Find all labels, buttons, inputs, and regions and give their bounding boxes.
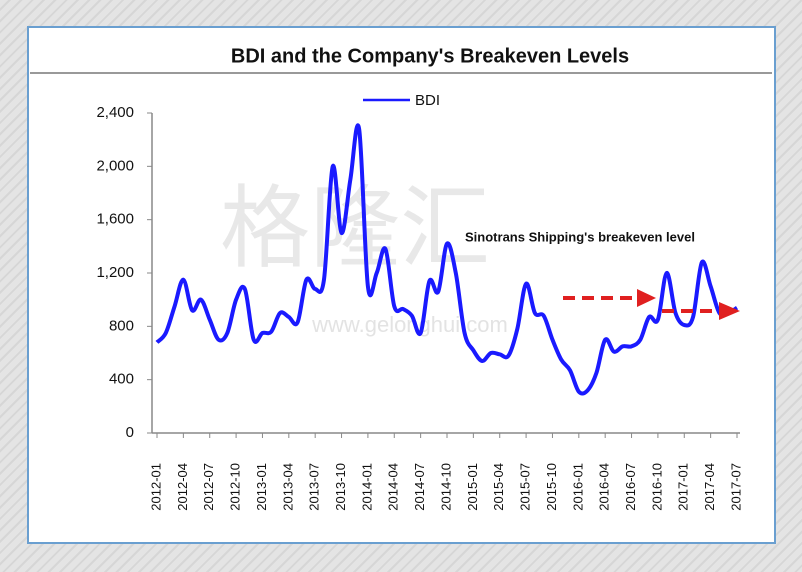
x-tick-label: 2014-04 bbox=[386, 463, 401, 511]
y-tick-label: 1,600 bbox=[96, 211, 134, 228]
x-tick-label: 2012-04 bbox=[175, 463, 190, 511]
x-tick-label: 2017-01 bbox=[676, 463, 691, 511]
x-tick-label: 2016-04 bbox=[597, 463, 612, 511]
plot: 0 400 800 1,200 1,600 2,000 2,400 2012-01 2012-0… bbox=[96, 92, 743, 511]
y-tick-label: 1,200 bbox=[96, 264, 134, 281]
x-tick-label: 2012-01 bbox=[148, 463, 163, 511]
y-tick-label: 400 bbox=[109, 371, 134, 388]
x-tick-label: 2015-04 bbox=[491, 463, 506, 511]
x-tick-label: 2013-07 bbox=[307, 463, 322, 511]
y-tick-label: 0 bbox=[126, 424, 134, 441]
x-tick-label: 2016-07 bbox=[623, 463, 638, 511]
arrow-head bbox=[637, 289, 656, 307]
chart-title: BDI and the Company's Breakeven Levels bbox=[231, 45, 629, 67]
x-tick-label: 2013-10 bbox=[333, 463, 348, 511]
y-tick-label: 2,400 bbox=[96, 104, 134, 121]
data-line bbox=[155, 123, 739, 396]
annotation: Sinotrans Shipping's breakeven level bbox=[465, 229, 695, 244]
x-tick-label: 2013-01 bbox=[254, 463, 269, 511]
x-tick-label: 2014-07 bbox=[412, 463, 427, 511]
x-tick-label: 2014-10 bbox=[438, 463, 453, 511]
legend-label: BDI bbox=[415, 92, 440, 109]
x-tick-label: 2017-07 bbox=[728, 463, 743, 511]
x-tick-label: 2017-04 bbox=[702, 463, 717, 511]
x-tick-label: 2012-07 bbox=[201, 463, 216, 511]
x-tick-label: 2013-04 bbox=[280, 463, 295, 511]
x-tick-label: 2015-10 bbox=[544, 463, 559, 511]
x-tick-label: 2016-10 bbox=[649, 463, 664, 511]
x-tick-label: 2015-01 bbox=[465, 463, 480, 511]
y-tick-label: 800 bbox=[109, 317, 134, 334]
y-tick-label: 2,000 bbox=[96, 157, 134, 174]
x-tick-label: 2012-10 bbox=[228, 463, 243, 511]
arrow-head bbox=[719, 302, 740, 320]
x-tick-label: 2014-01 bbox=[359, 463, 374, 511]
x-tick-label: 2015-07 bbox=[518, 463, 533, 511]
watermark: 格隆汇 bbox=[220, 179, 490, 279]
watermark-url: www.gelonghui.com bbox=[311, 312, 508, 337]
x-tick-label: 2016-01 bbox=[570, 463, 585, 511]
